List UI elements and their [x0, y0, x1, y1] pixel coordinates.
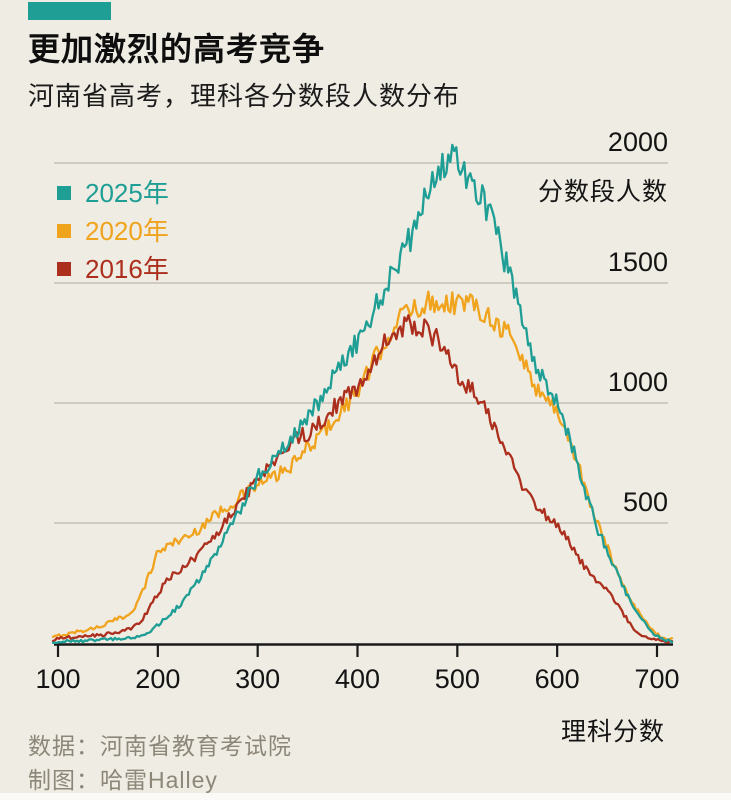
x-tick-label: 200: [135, 664, 181, 694]
y-tick-label: 1500: [607, 247, 668, 277]
x-axis-title: 理科分数: [560, 718, 665, 746]
x-tick-label: 100: [35, 664, 81, 694]
bottom-strip: [0, 793, 731, 800]
y-tick-label: 500: [622, 487, 668, 517]
brand-tag: [28, 2, 111, 20]
x-tick-label: 400: [334, 664, 381, 694]
x-tick-label: 600: [534, 664, 580, 694]
x-tick-label: 500: [434, 664, 480, 694]
legend-swatch-2020: [57, 223, 71, 238]
legend-item-2025: 2025年: [57, 179, 169, 206]
y-tick-label: 1000: [607, 367, 668, 397]
y-axis-title: 分数段人数: [537, 178, 668, 206]
series-line-2016年: [51, 314, 674, 644]
legend: 2025年 2020年 2016年: [57, 179, 169, 293]
source-note: 数据：河南省教育考试院: [28, 733, 292, 759]
legend-item-2020: 2020年: [57, 217, 169, 244]
legend-label-2016: 2016年: [85, 253, 169, 284]
legend-swatch-2016: [57, 261, 71, 276]
credit-note: 制图：哈雷Halley: [28, 767, 218, 793]
legend-label-2025: 2025年: [85, 177, 169, 208]
chart-title: 更加激烈的高考竞争: [28, 31, 326, 67]
legend-item-2016: 2016年: [57, 255, 169, 282]
x-tick-label: 700: [634, 664, 680, 694]
series-line-2025年: [51, 143, 674, 644]
y-tick-label: 2000: [607, 127, 668, 157]
legend-swatch-2025: [57, 185, 71, 200]
legend-label-2020: 2020年: [85, 215, 169, 246]
chart-subtitle: 河南省高考，理科各分数段人数分布: [28, 81, 461, 111]
x-tick-label: 300: [235, 664, 281, 694]
